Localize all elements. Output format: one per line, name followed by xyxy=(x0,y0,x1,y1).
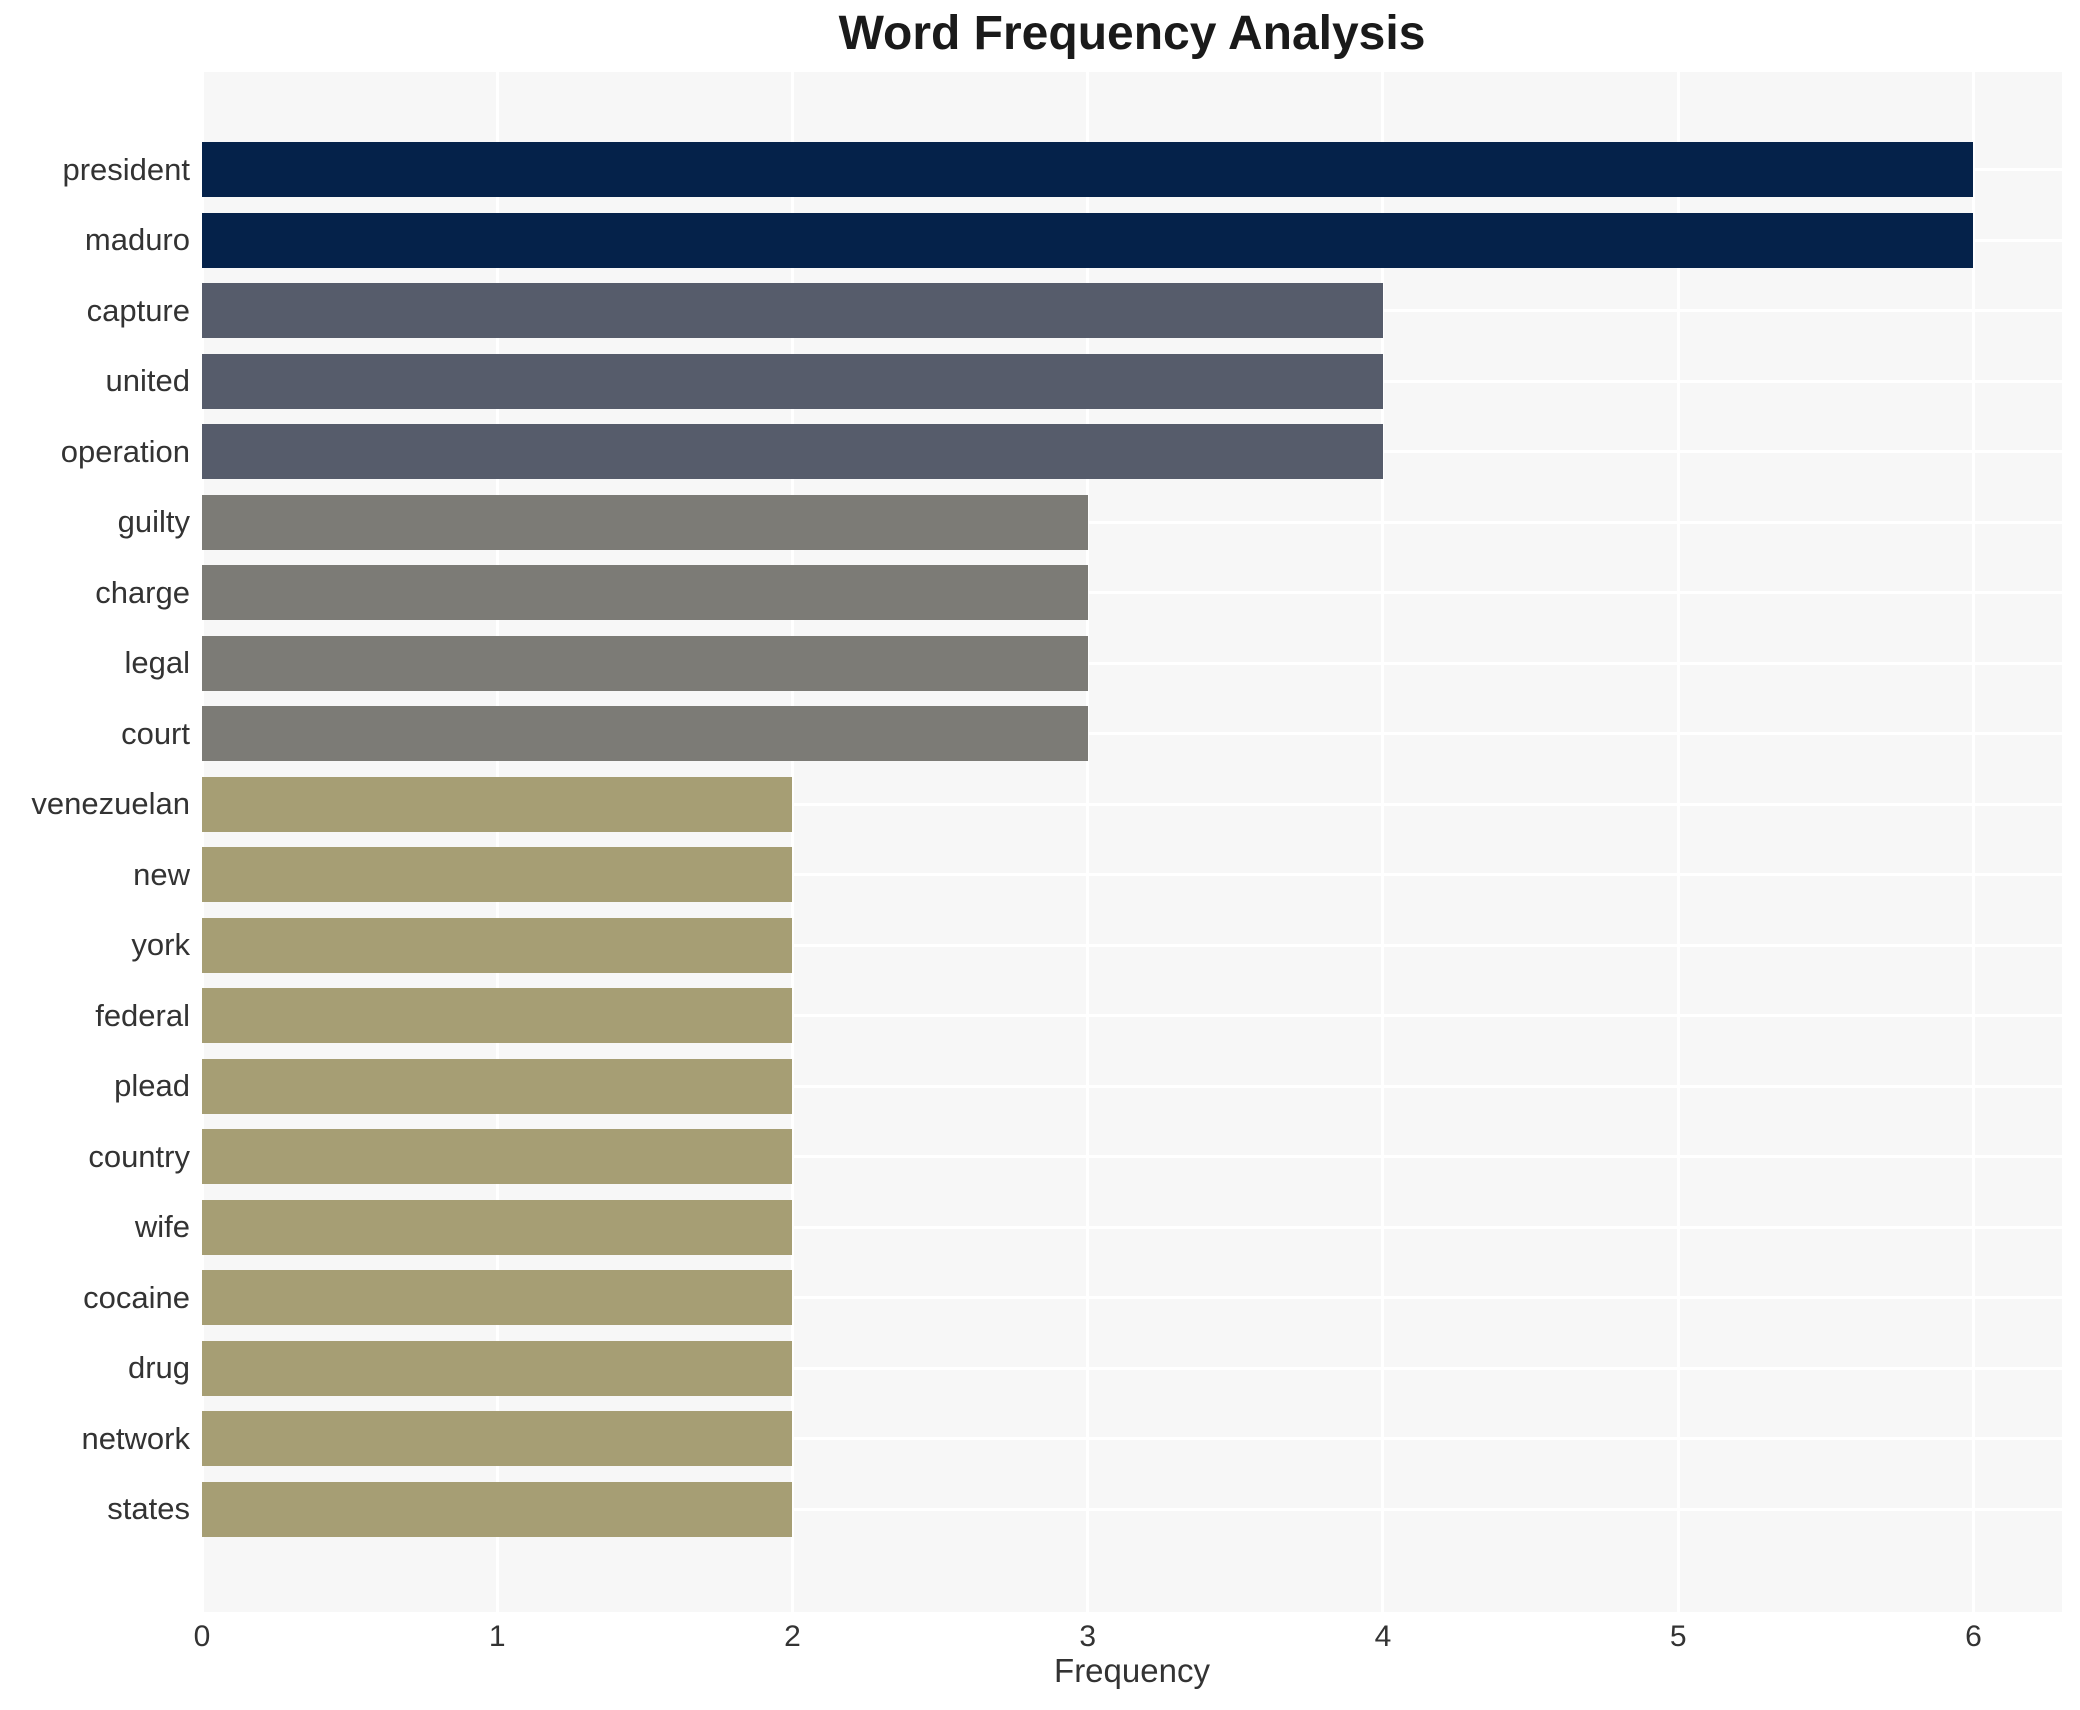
y-axis-label-united: united xyxy=(105,363,190,398)
gridline-horizontal xyxy=(202,802,2062,806)
gridline-horizontal xyxy=(202,1014,2062,1017)
bar-legal xyxy=(202,635,1088,691)
gridline-vertical xyxy=(202,72,204,1612)
y-axis-label-federal: federal xyxy=(95,997,190,1033)
y-axis-label-cocaine: cocaine xyxy=(83,1279,190,1315)
gridline-horizontal xyxy=(202,591,2062,594)
y-axis-label-wife: wife xyxy=(134,1209,190,1244)
gridline-horizontal xyxy=(202,1225,2062,1229)
gridline-horizontal xyxy=(202,520,2062,524)
x-axis-title: Frequency xyxy=(1054,1652,1210,1689)
gridline-horizontal xyxy=(202,1155,2062,1158)
bar-guilty xyxy=(202,494,1088,550)
y-axis-label-president: president xyxy=(62,151,190,187)
gridline-horizontal xyxy=(202,661,2062,665)
gridline-horizontal xyxy=(202,1437,2062,1440)
y-axis-label-york: york xyxy=(131,927,190,962)
y-axis-label-network: network xyxy=(81,1420,190,1456)
gridline-vertical xyxy=(1086,72,1090,1612)
bar-court xyxy=(202,706,1088,761)
gridline-horizontal xyxy=(202,1084,2062,1088)
bar-new xyxy=(202,847,793,902)
y-axis-label-country: country xyxy=(88,1138,190,1174)
plot-area xyxy=(202,72,2062,1612)
gridline-horizontal xyxy=(202,1366,2062,1370)
bar-plead xyxy=(202,1058,793,1114)
y-axis-label-guilty: guilty xyxy=(117,504,190,539)
bar-drug xyxy=(202,1340,793,1396)
bar-united xyxy=(202,353,1383,409)
bar-venezuelan xyxy=(202,776,793,832)
y-axis-label-court: court xyxy=(121,715,190,751)
y-axis-label-capture: capture xyxy=(86,292,190,328)
y-axis-label-maduro: maduro xyxy=(84,222,190,257)
bar-operation xyxy=(202,424,1383,479)
bar-york xyxy=(202,917,793,973)
gridline-vertical xyxy=(495,72,499,1612)
y-axis-label-operation: operation xyxy=(60,433,190,469)
x-tick-label-4: 4 xyxy=(1374,1620,1392,1653)
bar-federal xyxy=(202,988,793,1043)
y-axis-label-venezuelan: venezuelan xyxy=(31,786,190,821)
y-axis-label-states: states xyxy=(107,1491,190,1526)
gridline-vertical xyxy=(790,72,794,1612)
x-tick-label-0: 0 xyxy=(193,1620,211,1653)
bar-charge xyxy=(202,565,1088,620)
bar-country xyxy=(202,1129,793,1184)
gridline-vertical xyxy=(1971,72,1975,1612)
x-tick-label-6: 6 xyxy=(1965,1620,1982,1653)
bar-capture xyxy=(202,283,1383,338)
bar-states xyxy=(202,1481,793,1537)
bar-network xyxy=(202,1411,793,1466)
bar-maduro xyxy=(202,212,1974,268)
y-axis-label-plead: plead xyxy=(114,1068,190,1103)
x-tick-label-1: 1 xyxy=(488,1620,506,1653)
bar-president xyxy=(202,142,1974,197)
x-tick-label-2: 2 xyxy=(784,1620,801,1653)
x-tick-label-5: 5 xyxy=(1669,1620,1687,1653)
gridline-horizontal xyxy=(202,1296,2062,1299)
y-axis-label-drug: drug xyxy=(127,1350,190,1385)
gridline-horizontal xyxy=(202,873,2062,876)
gridline-horizontal xyxy=(202,732,2062,735)
gridline-horizontal xyxy=(202,943,2062,947)
x-tick-label-3: 3 xyxy=(1079,1620,1097,1653)
y-axis-label-charge: charge xyxy=(95,574,190,610)
y-axis-label-new: new xyxy=(133,856,190,892)
gridline-vertical xyxy=(1676,72,1680,1612)
bar-wife xyxy=(202,1199,793,1255)
gridline-vertical xyxy=(1381,72,1385,1612)
y-axis-label-legal: legal xyxy=(124,645,191,680)
gridline-horizontal xyxy=(202,1507,2062,1511)
chart-title: Word Frequency Analysis xyxy=(838,7,1426,60)
bar-cocaine xyxy=(202,1270,793,1325)
